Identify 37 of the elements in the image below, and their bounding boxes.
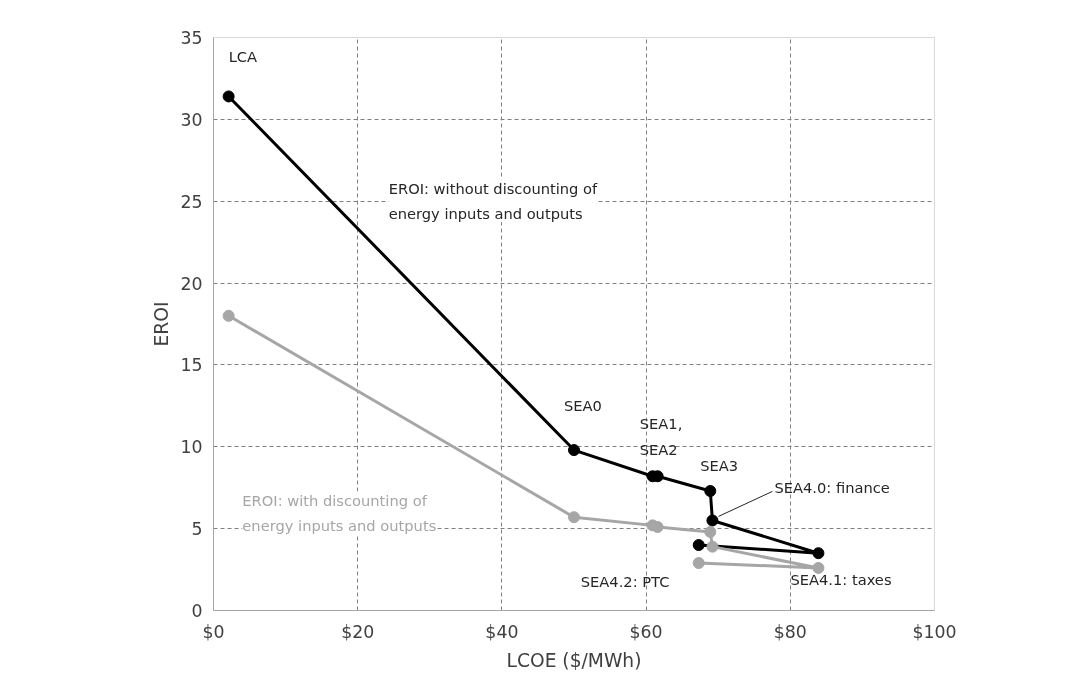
point — [812, 561, 825, 574]
x-tick-label: $60 — [629, 621, 663, 642]
point — [706, 540, 719, 553]
point — [692, 539, 705, 551]
x-tick-label: $20 — [341, 621, 375, 642]
point — [706, 514, 719, 527]
x-tick-label: $100 — [912, 621, 957, 642]
point — [812, 547, 825, 560]
point — [704, 525, 717, 538]
point — [222, 90, 235, 103]
y-tick-label: 30 — [180, 109, 203, 130]
y-tick-label: 25 — [180, 191, 203, 212]
point — [704, 485, 717, 497]
y-tick-label: 10 — [180, 437, 203, 458]
y-tick-label: 35 — [180, 28, 203, 48]
annotation: LCA — [228, 47, 258, 65]
point — [568, 511, 580, 524]
point — [692, 557, 705, 570]
annotation: SEA4.1: taxes — [790, 571, 892, 589]
x-axis-title: LCOE ($/MWh) — [506, 649, 642, 671]
y-tick-label: 0 — [191, 601, 203, 621]
y-tick-label: 15 — [180, 355, 203, 376]
annotation: SEA0 — [564, 396, 602, 414]
annotation: SEA4.0: finance — [774, 478, 890, 496]
annotation: SEA1, SEA2 — [639, 415, 683, 458]
text: EROI: with discounting of energy inputs and outputs — [242, 491, 437, 535]
annotation: SEA3 — [700, 457, 739, 475]
annotation: SEA4.2: PTC — [580, 572, 670, 590]
y-tick-label: 20 — [180, 273, 203, 294]
point — [222, 309, 235, 322]
point — [568, 444, 580, 457]
y-tick-label: 5 — [191, 519, 203, 540]
series-label: EROI: without discounting of energy inputs and outputs — [388, 179, 599, 223]
y-axis-title: EROI — [151, 301, 173, 347]
x-tick-label: $80 — [773, 621, 807, 642]
x-tick-label: $0 — [202, 621, 225, 642]
x-tick-label: $40 — [485, 621, 519, 642]
